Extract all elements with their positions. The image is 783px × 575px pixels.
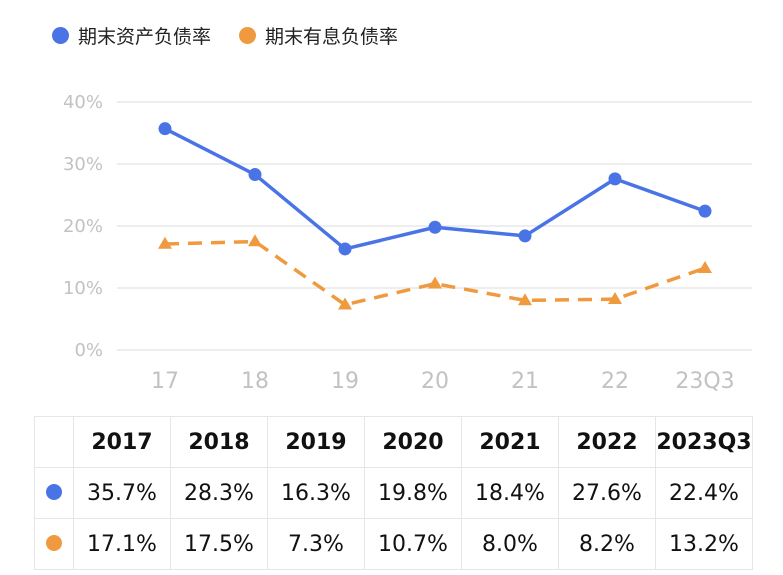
table-cell: 22.4% [655,467,753,519]
table-cell: 10.7% [364,518,462,570]
x-tick-label: 18 [241,369,269,394]
data-point-triangle [428,276,442,289]
table-header-cell: 2023Q3 [655,416,753,468]
table-cell: 7.3% [267,518,365,570]
y-tick-label: 0% [74,340,103,361]
data-point-triangle [248,234,262,247]
table-header-cell: 2022 [558,416,656,468]
row-marker-cell [34,518,74,570]
line-chart: 0% 10% 20% 30% 40% 17 18 19 20 21 22 23Q3 [63,92,752,394]
y-tick-label: 40% [63,92,103,113]
x-tick-label: 20 [421,369,449,394]
table-cell: 19.8% [364,467,462,519]
blue-dot-icon [46,483,62,500]
x-tick-label: 17 [151,369,179,394]
data-point-circle [158,122,172,136]
table-cell: 28.3% [170,467,268,519]
table-header-cell: 2018 [170,416,268,468]
data-point-circle [608,172,622,186]
table-cell: 17.1% [73,518,171,570]
table-row-interest-bearing-debt: 17.1% 17.5% 7.3% 10.7% 8.0% 8.2% 13.2% [34,518,753,570]
x-tick-label: 23Q3 [675,369,734,394]
legend-item-asset-liability-ratio[interactable]: 期末资产负债率 [52,22,211,49]
legend-label: 期末资产负债率 [78,26,212,48]
table-header-cell: 2017 [73,416,171,468]
data-point-circle [248,168,262,182]
data-point-circle [518,229,532,243]
table-header-cell: 2021 [461,416,559,468]
table-cell: 27.6% [558,467,656,519]
data-point-triangle [698,260,712,273]
orange-dot-icon [46,534,62,551]
data-table: 2017 2018 2019 2020 2021 2022 2023Q3 35.… [34,416,753,570]
table-cell: 8.2% [558,518,656,570]
table-cell: 16.3% [267,467,365,519]
x-tick-label: 19 [331,369,359,394]
x-tick-label: 21 [511,369,539,394]
legend-marker-orange [239,27,257,44]
y-tick-label: 30% [63,154,103,175]
row-marker-cell [34,467,74,519]
table-header-row: 2017 2018 2019 2020 2021 2022 2023Q3 [34,416,753,468]
table-header-cell: 2020 [364,416,462,468]
table-corner-cell [34,416,74,468]
table-cell: 13.2% [655,518,753,570]
data-point-triangle [608,291,622,304]
series-line-2 [164,239,706,307]
table-cell: 35.7% [73,467,171,519]
data-point-circle [338,242,352,256]
table-cell: 18.4% [461,467,559,519]
chart-legend: 期末资产负债率 期末有息负债率 [52,22,426,49]
legend-item-interest-bearing-debt-ratio[interactable]: 期末有息负债率 [239,22,398,49]
table-row-asset-liability: 35.7% 28.3% 16.3% 19.8% 18.4% 27.6% 22.4… [34,467,753,519]
table-cell: 17.5% [170,518,268,570]
table-header-cell: 2019 [267,416,365,468]
y-tick-label: 10% [63,278,103,299]
data-point-circle [428,220,442,234]
x-tick-label: 22 [601,369,629,394]
data-point-circle [698,204,712,218]
legend-marker-blue [52,27,69,44]
data-point-triangle [158,236,172,249]
y-tick-label: 20% [63,216,103,237]
legend-label: 期末有息负债率 [265,26,399,48]
data-point-triangle [338,297,352,310]
table-cell: 8.0% [461,518,559,570]
data-point-triangle [518,293,532,306]
